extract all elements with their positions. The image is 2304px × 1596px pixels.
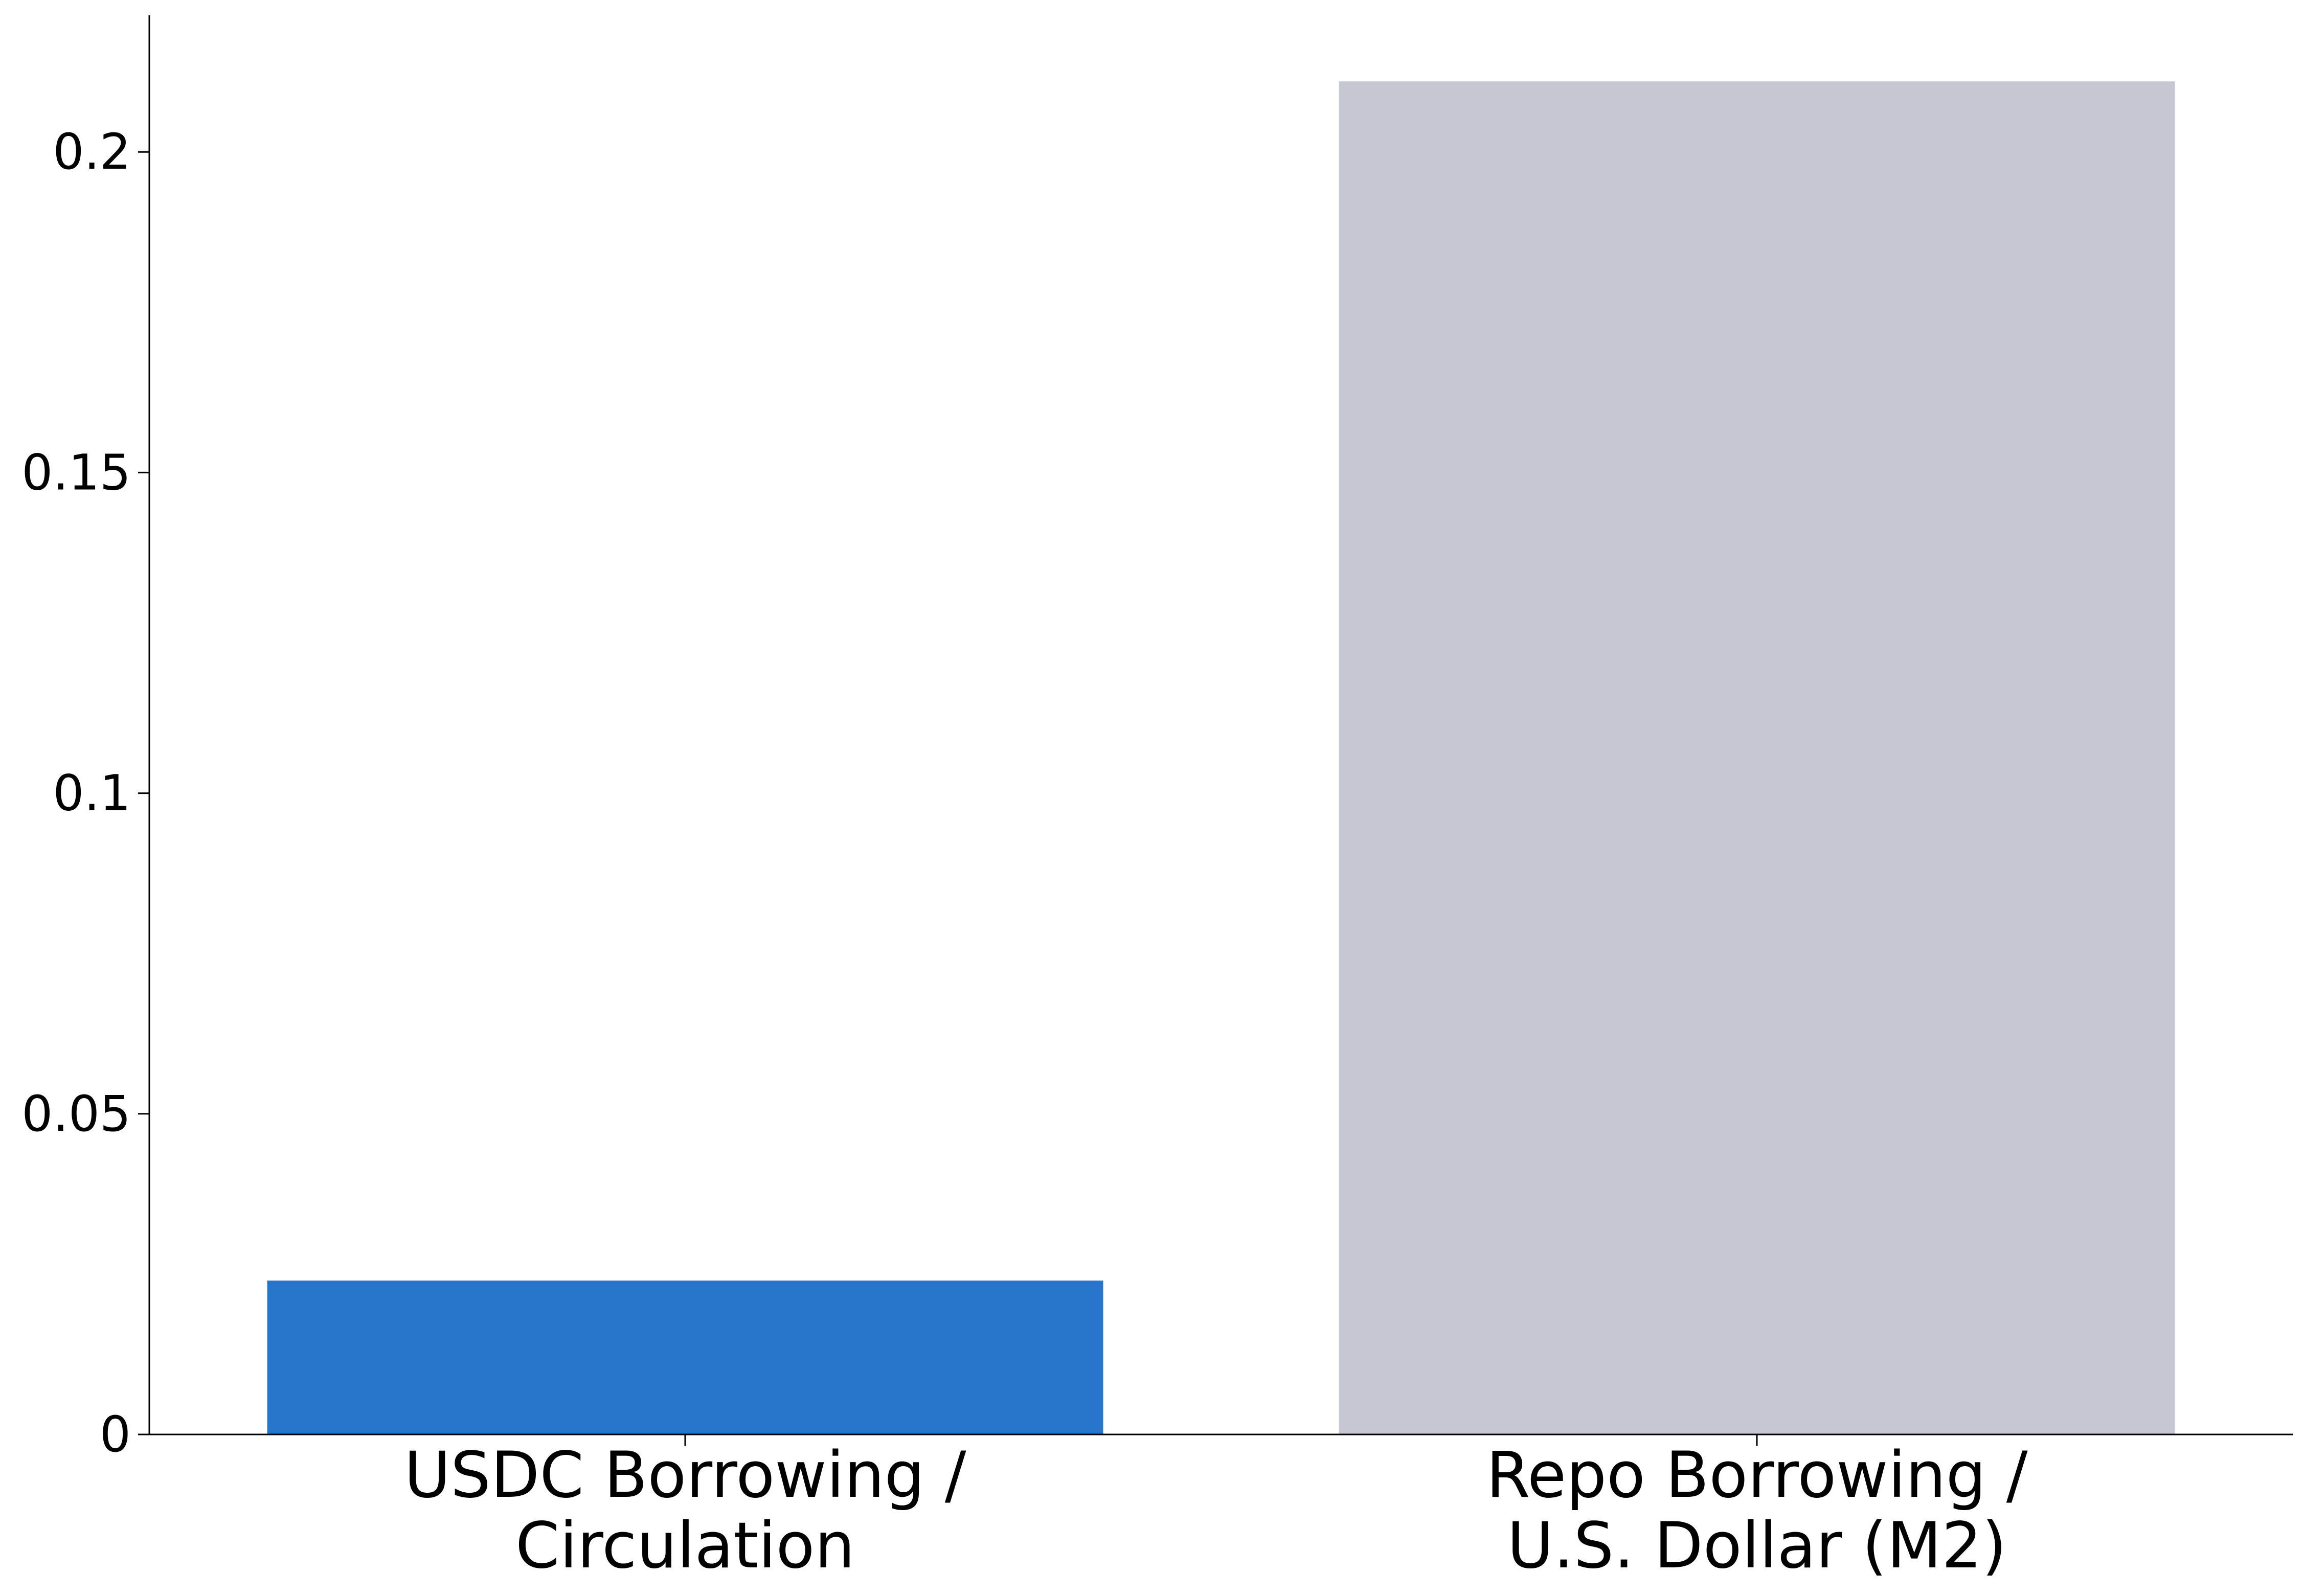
x-tick-label: USDC Borrowing / Circulation (404, 1439, 966, 1583)
bar-2 (1339, 81, 2175, 1435)
x-tick-label: Repo Borrowing / U.S. Dollar (M2) (1486, 1439, 2027, 1583)
y-tick-label: 0.05 (21, 1085, 131, 1143)
y-tick-label: 0.15 (21, 444, 131, 501)
bars (267, 81, 2175, 1435)
y-tick-label: 0.1 (53, 765, 131, 822)
x-tick-label-line: U.S. Dollar (M2) (1507, 1509, 2007, 1583)
x-axis-ticks: USDC Borrowing / Circulation Repo Borrowin… (404, 1434, 2028, 1583)
y-tick-label: 0.2 (53, 123, 131, 180)
y-tick-label: 0 (100, 1406, 131, 1463)
y-axis-ticks: 0 0.05 0.1 0.15 0.2 (21, 123, 149, 1463)
bar-1 (267, 1280, 1103, 1434)
x-tick-label-line: Circulation (515, 1509, 855, 1583)
x-tick-label-line: USDC Borrowing / (404, 1439, 966, 1512)
x-tick-label-line: Repo Borrowing / (1486, 1439, 2027, 1512)
axes (148, 15, 2293, 1435)
